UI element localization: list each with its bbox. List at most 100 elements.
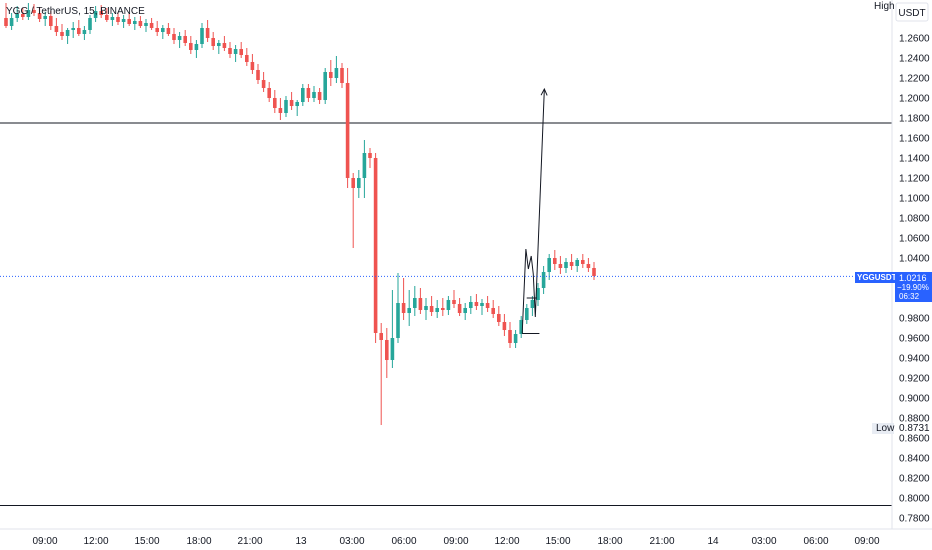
candle-body bbox=[261, 80, 266, 88]
y-tick-label: 0.7800 bbox=[899, 514, 930, 525]
candle-body bbox=[245, 55, 249, 62]
candle-body bbox=[161, 28, 165, 32]
x-tick-label: 21:00 bbox=[649, 536, 674, 547]
candle-body bbox=[278, 108, 283, 113]
currency-button[interactable]: USDT bbox=[898, 8, 925, 19]
candle-body bbox=[144, 23, 148, 26]
candle-body bbox=[26, 10, 31, 17]
candle-body bbox=[4, 18, 8, 26]
candles-layer bbox=[4, 3, 596, 425]
candle-body bbox=[93, 11, 98, 18]
candle-body bbox=[65, 30, 70, 36]
candle-body bbox=[418, 298, 423, 310]
candle-body bbox=[54, 26, 59, 32]
y-tick-label: 1.1800 bbox=[899, 114, 930, 125]
candle-body bbox=[177, 36, 182, 40]
currency-button-bg bbox=[895, 2, 929, 22]
candle-body bbox=[564, 262, 568, 268]
candle-body bbox=[194, 44, 199, 50]
candle-body bbox=[205, 28, 210, 38]
candle-body bbox=[547, 258, 551, 272]
candle-body bbox=[351, 178, 355, 188]
symbol-tag: YGGUSDT bbox=[857, 273, 897, 282]
candle-body bbox=[289, 100, 294, 106]
candle-body bbox=[530, 300, 535, 308]
candle-body bbox=[463, 308, 467, 313]
candle-body bbox=[250, 62, 255, 70]
candle-body bbox=[368, 153, 372, 158]
low-label-bg bbox=[872, 423, 894, 434]
x-tick-label: 15:00 bbox=[134, 536, 159, 547]
y-tick-label: 0.8400 bbox=[899, 454, 930, 465]
candle-body bbox=[429, 306, 434, 312]
candle-body bbox=[441, 308, 445, 310]
x-tick-label: 12:00 bbox=[83, 536, 108, 547]
candle-body bbox=[385, 340, 389, 360]
candle-body bbox=[267, 88, 271, 98]
candle-body bbox=[581, 260, 585, 264]
candle-body bbox=[49, 16, 53, 26]
price-tag-price: 1.0216 bbox=[899, 273, 927, 283]
candle-body bbox=[485, 303, 490, 308]
candle-body bbox=[312, 92, 316, 98]
low-value: 0.8731 bbox=[899, 423, 930, 434]
candle-body bbox=[233, 49, 238, 54]
candle-body bbox=[37, 13, 42, 19]
candle-body bbox=[32, 10, 36, 13]
candle-body bbox=[491, 308, 495, 314]
candle-body bbox=[457, 304, 462, 313]
x-tick-label: 18:00 bbox=[186, 536, 211, 547]
candle-body bbox=[306, 88, 311, 98]
candle-body bbox=[121, 19, 126, 22]
candle-body bbox=[21, 14, 25, 17]
candle-body bbox=[541, 272, 546, 288]
x-tick-label: 09:00 bbox=[443, 536, 468, 547]
x-tick-label: 09:00 bbox=[854, 536, 879, 547]
price-tag-countdown: 06:32 bbox=[899, 292, 920, 301]
candle-body bbox=[228, 48, 232, 54]
candle-body bbox=[502, 322, 507, 330]
candle-body bbox=[15, 14, 19, 18]
candle-body bbox=[110, 17, 115, 20]
price-tag-bg bbox=[895, 272, 932, 302]
y-axis: 1.2600 1.2400 1.2200 1.2000 1.1800 1.1600 1.14… bbox=[891, 0, 930, 529]
x-axis: 09:00 12:00 15:00 18:00 21:00 13 03:00 06:00 09:… bbox=[0, 528, 932, 547]
candle-body bbox=[200, 28, 204, 44]
candle-body bbox=[189, 43, 193, 50]
candle-body bbox=[390, 338, 395, 360]
candle-body bbox=[446, 300, 451, 310]
high-label: High bbox=[874, 1, 895, 12]
candle-body bbox=[295, 102, 299, 106]
candle-body bbox=[211, 38, 215, 46]
candle-body bbox=[424, 306, 428, 310]
candle-body bbox=[592, 268, 596, 276]
symbol-title: YGG / TetherUS, 15, BINANCE bbox=[6, 6, 145, 17]
y-tick-label: 0.8000 bbox=[899, 494, 930, 505]
y-tick-label: 0.9800 bbox=[899, 314, 930, 325]
candle-body bbox=[519, 320, 523, 334]
candle-body bbox=[284, 100, 288, 113]
candle-body bbox=[340, 68, 344, 83]
candle-body bbox=[166, 28, 171, 34]
drawings-layer bbox=[521, 87, 548, 334]
candle-body bbox=[71, 28, 75, 30]
candle-body bbox=[301, 88, 305, 102]
candle-body bbox=[525, 308, 529, 320]
y-tick-label: 0.8600 bbox=[899, 434, 930, 445]
candle-body bbox=[586, 264, 591, 268]
candle-body bbox=[329, 72, 333, 78]
candle-body bbox=[407, 308, 411, 313]
x-tick-label: 06:00 bbox=[391, 536, 416, 547]
y-tick-label: 1.0400 bbox=[899, 254, 930, 265]
candle-body bbox=[172, 34, 176, 40]
candle-body bbox=[373, 158, 378, 333]
y-tick-label: 1.0800 bbox=[899, 214, 930, 225]
y-tick-label: 1.2000 bbox=[899, 94, 930, 105]
symbol-tag-bg bbox=[855, 272, 895, 283]
candle-body bbox=[217, 43, 221, 46]
candle-body bbox=[497, 314, 501, 322]
y-tick-label: 0.8200 bbox=[899, 474, 930, 485]
